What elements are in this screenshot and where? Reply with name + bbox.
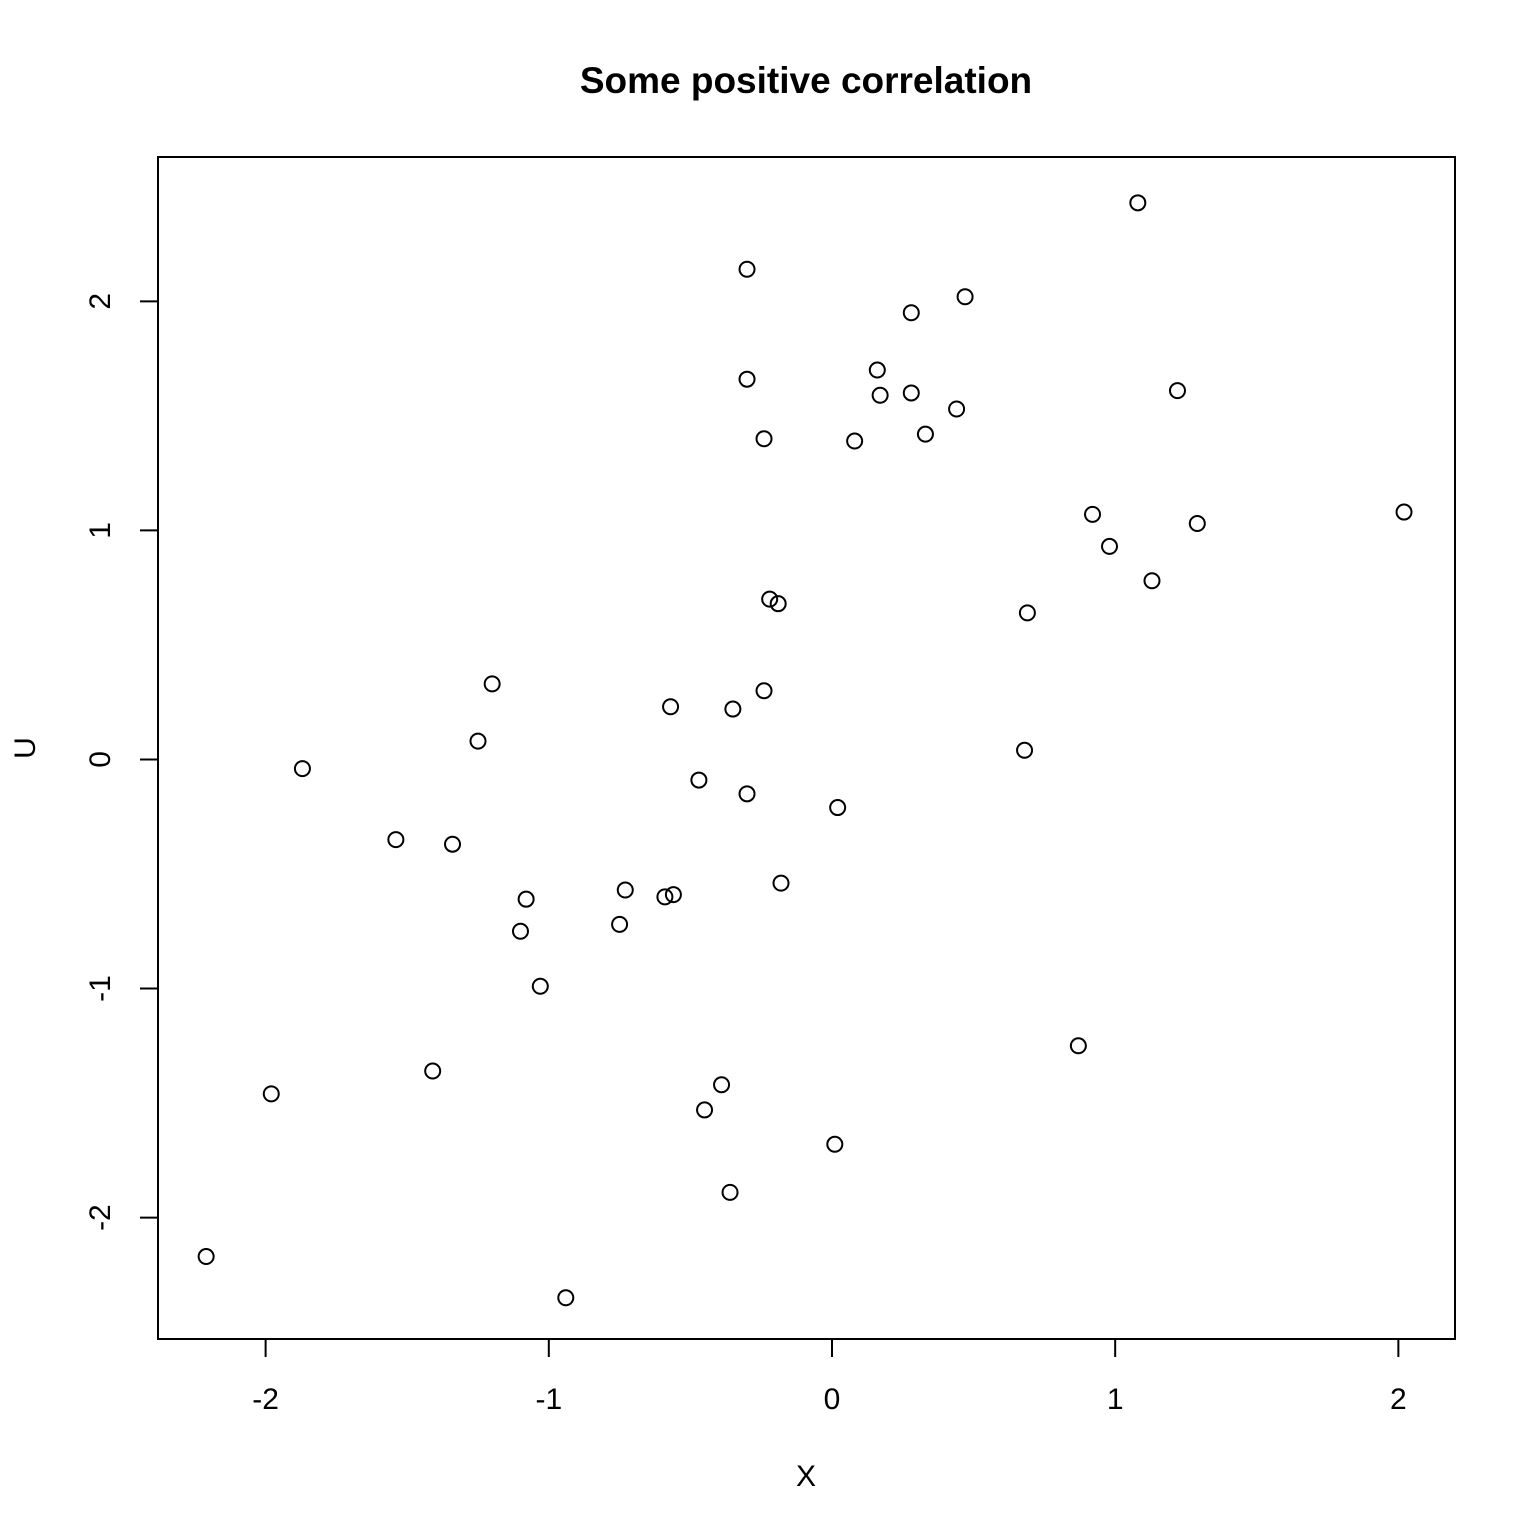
data-point	[738, 260, 756, 278]
x-tick-label: 1	[1107, 1383, 1124, 1416]
data-point	[956, 288, 974, 306]
data-point	[772, 874, 790, 892]
data-point	[1101, 537, 1119, 555]
y-axis: -2 -1 0 1 2	[84, 293, 159, 1231]
y-tick-label: -2	[84, 1204, 117, 1231]
data-point	[1069, 1037, 1087, 1055]
data-point	[713, 1076, 731, 1094]
data-point	[611, 915, 629, 933]
data-point	[483, 675, 501, 693]
data-point	[469, 732, 487, 750]
data-point	[916, 425, 934, 443]
data-point	[902, 384, 920, 402]
data-point	[557, 1289, 575, 1307]
data-point	[387, 831, 405, 849]
data-point	[868, 361, 886, 379]
data-point	[755, 682, 773, 700]
data-point	[948, 400, 966, 418]
data-point	[424, 1062, 442, 1080]
x-axis: -2 -1 0 1 2	[252, 1338, 1407, 1416]
data-point	[1084, 505, 1102, 523]
data-point	[769, 595, 787, 613]
data-point	[902, 304, 920, 322]
data-point	[846, 432, 864, 450]
y-tick-label: 2	[84, 293, 117, 310]
x-tick-label: -1	[535, 1383, 562, 1416]
data-point	[262, 1085, 280, 1103]
data-point	[690, 771, 708, 789]
data-point	[1129, 194, 1147, 212]
y-tick-label: 0	[84, 751, 117, 768]
data-point	[724, 700, 742, 718]
data-point	[871, 386, 889, 404]
data-point	[696, 1101, 714, 1119]
data-point	[656, 888, 674, 906]
data-point	[664, 886, 682, 904]
data-point	[826, 1135, 844, 1153]
data-point	[197, 1248, 215, 1266]
data-point	[662, 698, 680, 716]
data-point	[1018, 604, 1036, 622]
data-point	[1143, 572, 1161, 590]
data-point	[517, 890, 535, 908]
data-point	[616, 881, 634, 899]
y-axis-label: U	[9, 737, 42, 759]
data-point	[444, 835, 462, 853]
data-point	[738, 370, 756, 388]
x-tick-label: -2	[252, 1383, 279, 1416]
chart-title: Some positive correlation	[580, 60, 1032, 101]
data-point	[761, 590, 779, 608]
data-point	[1016, 741, 1034, 759]
data-point	[755, 430, 773, 448]
x-tick-label: 2	[1390, 1383, 1407, 1416]
data-point	[1395, 503, 1413, 521]
x-tick-label: 0	[824, 1383, 841, 1416]
data-point	[531, 977, 549, 995]
y-tick-label: 1	[84, 522, 117, 539]
data-point	[511, 922, 529, 940]
data-point	[829, 799, 847, 817]
x-axis-label: X	[796, 1460, 816, 1493]
data-point	[1188, 515, 1206, 533]
data-point	[721, 1183, 739, 1201]
y-tick-label: -1	[84, 975, 117, 1002]
plot-frame	[157, 156, 1456, 1340]
data-point	[1168, 382, 1186, 400]
data-point	[293, 760, 311, 778]
data-point	[738, 785, 756, 803]
data-points	[197, 194, 1413, 1307]
